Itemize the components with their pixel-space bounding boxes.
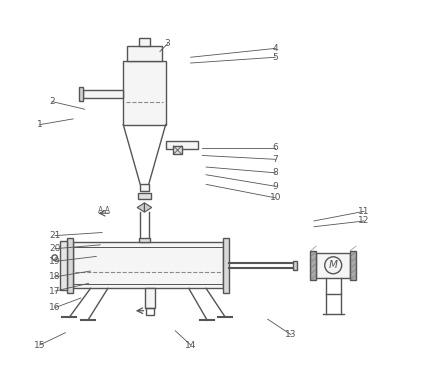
Text: 4: 4 <box>272 44 278 53</box>
Polygon shape <box>137 203 144 212</box>
Text: 12: 12 <box>358 217 370 225</box>
Text: M: M <box>329 260 338 270</box>
Bar <box>140 184 149 191</box>
Bar <box>316 253 350 278</box>
Text: 1: 1 <box>37 120 43 129</box>
Bar <box>73 242 223 288</box>
Text: 10: 10 <box>270 193 281 203</box>
Bar <box>223 238 229 293</box>
Bar <box>79 87 83 101</box>
Bar <box>173 146 182 154</box>
Text: 2: 2 <box>49 97 55 106</box>
Bar <box>311 251 316 280</box>
Text: 14: 14 <box>185 341 196 350</box>
Text: 9: 9 <box>272 182 278 191</box>
Text: 7: 7 <box>272 155 278 164</box>
Bar <box>123 61 166 125</box>
Bar <box>61 241 67 290</box>
Bar <box>145 288 155 308</box>
Text: 18: 18 <box>49 272 61 281</box>
Text: 19: 19 <box>49 257 61 266</box>
Bar <box>350 251 356 280</box>
Bar <box>139 238 150 242</box>
Bar <box>293 261 297 270</box>
Text: 20: 20 <box>50 244 61 253</box>
Text: 6: 6 <box>272 143 278 152</box>
Bar <box>67 238 73 293</box>
Text: 15: 15 <box>34 341 46 350</box>
Text: 21: 21 <box>50 231 61 240</box>
Bar <box>127 47 162 61</box>
Text: 17: 17 <box>49 287 61 296</box>
Text: A-A: A-A <box>98 206 111 215</box>
Text: 5: 5 <box>272 53 278 62</box>
Text: 16: 16 <box>49 303 61 312</box>
Text: 11: 11 <box>358 207 370 216</box>
Polygon shape <box>144 203 152 212</box>
Bar <box>83 90 123 98</box>
Bar <box>138 193 151 199</box>
Text: 3: 3 <box>165 39 171 48</box>
Bar <box>166 141 198 149</box>
Text: 8: 8 <box>272 168 278 177</box>
Bar <box>139 38 150 47</box>
Bar <box>146 308 155 315</box>
Text: 13: 13 <box>285 330 297 339</box>
